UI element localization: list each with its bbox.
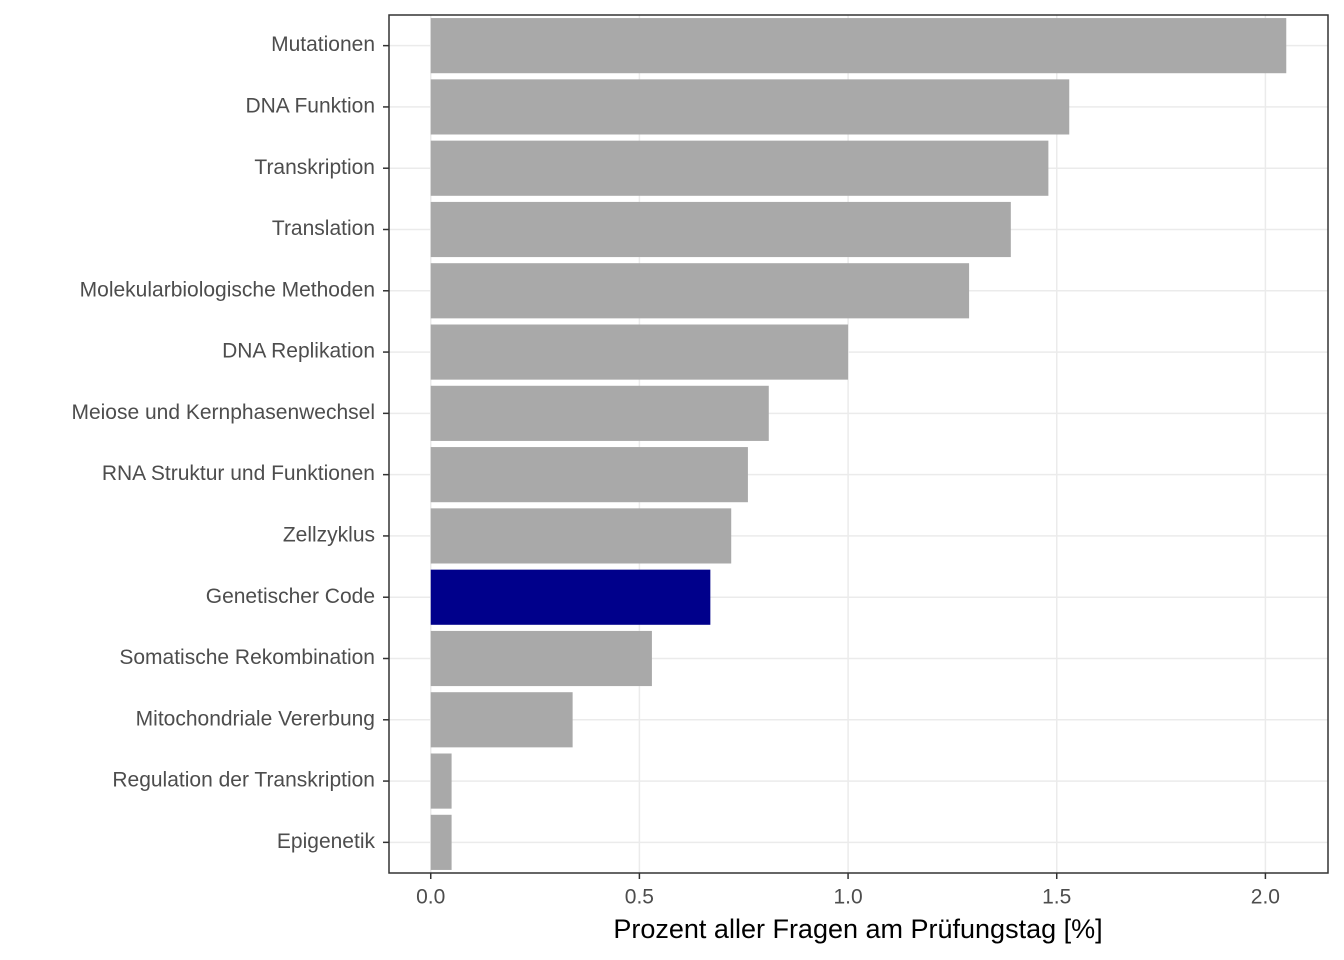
bar: [430, 263, 970, 319]
y-tick-label: Regulation der Transkription: [112, 769, 375, 792]
bar: [430, 447, 748, 503]
y-tick-label: Transkription: [254, 156, 375, 179]
bar: [430, 385, 769, 441]
x-tick-label: 1.5: [1042, 886, 1071, 909]
y-tick-label: Translation: [272, 217, 375, 240]
bar: [430, 140, 1049, 196]
bar: [430, 814, 452, 870]
x-axis-title: Prozent aller Fragen am Prüfungstag [%]: [613, 914, 1102, 944]
bar: [430, 18, 1287, 74]
y-tick-label: DNA Replikation: [222, 340, 375, 363]
bar: [430, 508, 732, 564]
x-tick-label: 0.5: [625, 886, 654, 909]
bar: [430, 630, 652, 687]
y-tick-label: DNA Funktion: [245, 94, 375, 117]
bar: [430, 79, 1070, 135]
y-tick-label: Zellzyklus: [283, 523, 375, 546]
bar: [430, 753, 452, 809]
panel-border: [388, 14, 1329, 874]
bar: [430, 324, 849, 380]
y-tick-label: Epigenetik: [277, 830, 376, 853]
y-tick-label: Genetischer Code: [206, 585, 375, 608]
bar: [430, 201, 1011, 258]
y-tick-label: Mitochondriale Vererbung: [136, 707, 375, 730]
x-tick-label: 0.0: [416, 886, 445, 909]
bar: [430, 692, 573, 748]
y-tick-label: RNA Struktur und Funktionen: [102, 462, 375, 485]
y-tick-label: Somatische Rekombination: [119, 646, 375, 669]
x-tick-label: 1.0: [833, 886, 862, 909]
y-tick-label: Meiose und Kernphasenwechsel: [71, 401, 375, 424]
y-tick-label: Mutationen: [271, 33, 375, 56]
bar: [430, 569, 711, 625]
x-tick-label: 2.0: [1251, 886, 1280, 909]
y-tick-label: Molekularbiologische Methoden: [80, 278, 375, 301]
